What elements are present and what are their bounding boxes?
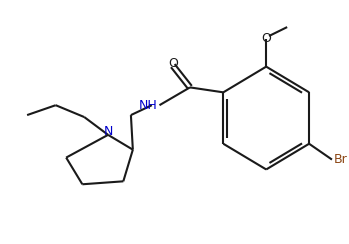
Text: O: O	[168, 57, 178, 70]
Text: N: N	[103, 125, 113, 138]
Text: O: O	[261, 32, 271, 45]
Text: Br: Br	[334, 153, 348, 166]
Text: NH: NH	[139, 99, 158, 112]
